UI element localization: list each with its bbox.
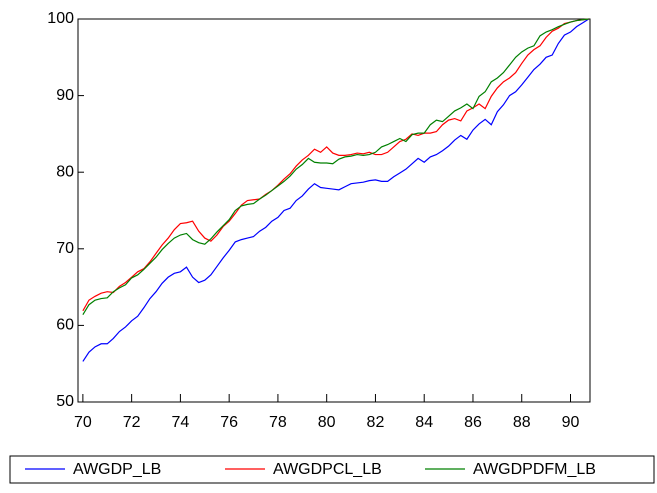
- legend-label: AWGDP_LB: [73, 461, 161, 478]
- x-tick-label: 90: [562, 414, 580, 431]
- x-tick-label: 80: [318, 414, 336, 431]
- y-tick-label: 90: [56, 87, 74, 104]
- x-tick-label: 74: [172, 414, 190, 431]
- x-tick-label: 78: [269, 414, 287, 431]
- series-line: [82, 18, 589, 315]
- x-tick-label: 82: [367, 414, 385, 431]
- x-tick-label: 86: [464, 414, 482, 431]
- y-tick-label: 80: [56, 163, 74, 180]
- x-tick-label: 70: [74, 414, 92, 431]
- x-tick-label: 72: [123, 414, 141, 431]
- y-tick-label: 60: [56, 317, 74, 334]
- x-tick-label: 88: [513, 414, 531, 431]
- y-tick-label: 100: [47, 10, 74, 27]
- legend-frame: [9, 455, 655, 484]
- legend-label: AWGDPDFM_LB: [473, 461, 596, 478]
- y-tick-label: 50: [56, 393, 74, 410]
- y-tick-label: 70: [56, 240, 74, 257]
- x-tick-label: 76: [220, 414, 238, 431]
- series-line: [82, 18, 589, 312]
- legend-label: AWGDPCL_LB: [273, 461, 382, 478]
- plot-frame: [77, 18, 591, 403]
- series-line: [82, 18, 590, 362]
- x-tick-label: 84: [415, 414, 433, 431]
